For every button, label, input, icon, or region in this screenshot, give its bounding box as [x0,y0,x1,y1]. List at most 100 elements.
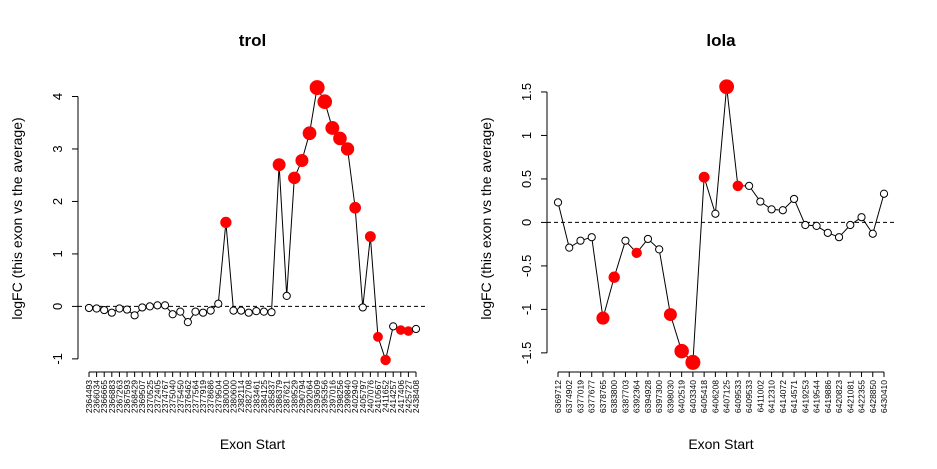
data-point [380,354,391,366]
x-tick-label: 2385837 [267,380,277,413]
data-point [719,79,735,95]
y-tick-label: 1 [519,132,534,139]
data-point [145,302,154,311]
x-tick-label: 2399840 [343,380,353,413]
data-point [801,220,810,230]
x-tick-label: 2390794 [297,380,307,413]
x-tick-label: 2366883 [107,380,117,413]
data-point [302,126,317,141]
x-tick-label: 6414072 [778,380,788,413]
x-tick-label: 6406208 [710,380,720,413]
x-tick-label: 6387703 [620,380,630,413]
data-point [857,213,866,222]
x-tick-label: 6383800 [609,380,619,413]
data-point [789,194,799,204]
x-tick-label: 2392064 [305,380,315,413]
data-line [88,86,417,362]
data-point [576,236,585,245]
x-tick-label: 2375450 [175,380,185,413]
x-tick-label: 6411002 [755,380,765,413]
data-point [553,198,563,207]
x-tick-label: 6392364 [632,380,642,413]
x-tick-label: 2374767 [160,380,170,413]
x-tick-label: 6420823 [834,380,844,413]
data-point [868,229,877,238]
data-point [236,306,246,315]
data-point [206,306,215,315]
data-point [282,291,291,301]
y-axis-label: logFC (this exon vs the average) [9,117,25,319]
data-point [674,343,689,359]
x-tick-label: 2370525 [145,380,155,413]
x-tick-label: 2372405 [152,380,162,413]
data-point [732,180,744,192]
x-tick-label: 2387621 [282,380,292,413]
y-tick-label: 0 [50,303,65,310]
x-tick-label: 2375040 [168,380,178,413]
x-tick-label: 2379504 [213,380,223,413]
y-tick-label: -0.5 [519,255,534,277]
data-point [358,303,367,312]
data-point [364,231,376,243]
data-point [272,158,286,172]
x-tick-label: 2417406 [396,380,406,413]
x-tick-label: 2402940 [350,380,360,413]
x-tick-label: 2425727 [403,380,413,413]
data-point [596,311,610,325]
data-point [823,228,832,237]
data-point [711,209,720,218]
data-point [846,220,855,230]
y-tick-label: -1 [519,304,534,316]
x-tick-label: 2382114 [236,380,246,413]
data-point [100,305,109,315]
data-point [214,299,223,308]
y-tick-label: 4 [50,93,65,100]
x-tick-label: 2367593 [122,380,132,413]
x-tick-label: 6430410 [879,380,889,413]
x-tick-label: 6419886 [823,380,833,413]
x-tick-label: 2377564 [190,380,200,413]
x-tick-label: 2411652 [381,380,391,413]
x-tick-label: 2364493 [84,380,94,413]
x-tick-label: 2380000 [221,380,231,413]
data-point [288,171,301,185]
x-tick-label: 2395356 [320,380,330,413]
x-tick-label: 6398030 [665,380,675,413]
y-tick-label: 1.5 [519,83,534,101]
data-point [767,205,776,214]
y-axis-label: logFC (this exon vs the average) [478,117,494,319]
x-tick-label: 6419253 [800,380,810,413]
x-tick-label: 2407076 [365,380,375,413]
x-tick-label: 2367263 [114,380,124,413]
x-tick-label: 2397016 [327,380,337,413]
x-tick-label: 6414571 [789,380,799,413]
y-tick-label: 0 [519,219,534,226]
data-point [229,306,238,315]
x-tick-label: 2438408 [411,380,421,413]
data-point [176,307,185,316]
data-point [122,305,132,314]
x-tick-label: 6421081 [845,380,855,413]
x-tick-label: 2383461 [251,380,261,413]
data-point [812,221,821,230]
x-tick-label: 6419544 [812,380,822,413]
data-point [663,308,677,322]
data-point [267,308,276,317]
data-point [107,308,116,317]
data-point [373,331,383,342]
x-tick-label: 6422355 [857,380,867,413]
x-tick-label: 6428850 [868,380,878,413]
data-point [608,271,620,283]
x-tick-label: 2384125 [259,380,269,413]
x-tick-label: 6412310 [767,380,777,413]
x-tick-label: 2366665 [99,380,109,413]
data-point [160,301,170,310]
y-tick-label: 2 [50,198,65,205]
data-point [92,304,101,313]
data-point [403,326,414,336]
data-point [259,307,269,316]
data-point [220,216,232,229]
data-point [643,234,653,244]
x-tick-label: 2410567 [373,380,383,413]
x-tick-label: 2380600 [228,380,238,413]
